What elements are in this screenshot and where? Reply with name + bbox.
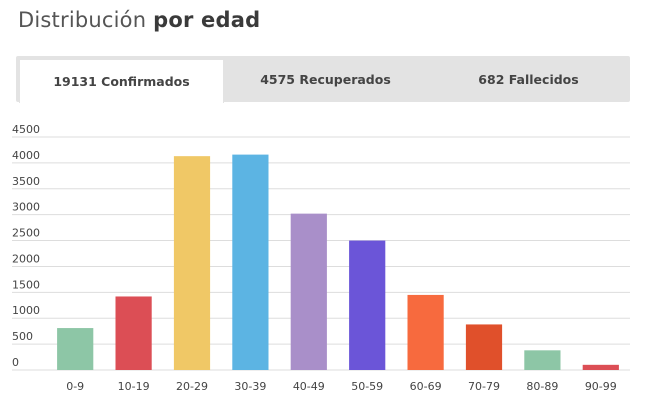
tab-bar: 19131 Confirmados 4575 Recuperados 682 F…: [16, 56, 630, 103]
y-tick-label: 4000: [12, 149, 40, 162]
bar-90-99[interactable]: [582, 364, 619, 370]
bar-10-19[interactable]: [115, 296, 152, 370]
x-tick-label: 0-9: [66, 380, 84, 393]
x-tick-label: 40-49: [293, 380, 325, 393]
bar-50-59[interactable]: [349, 240, 386, 370]
y-tick-label: 1500: [12, 278, 40, 291]
x-tick-label: 80-89: [526, 380, 558, 393]
y-tick-label: 500: [12, 330, 33, 343]
y-tick-label: 4500: [12, 125, 40, 136]
y-tick-label: 2000: [12, 252, 40, 265]
bar-80-89[interactable]: [524, 350, 561, 370]
x-tick-label: 90-99: [585, 380, 617, 393]
tab-recuperados[interactable]: 4575 Recuperados: [260, 71, 391, 87]
bar-40-49[interactable]: [290, 213, 327, 370]
tab-confirmados[interactable]: 19131 Confirmados: [19, 59, 224, 103]
x-tick-label: 70-79: [468, 380, 500, 393]
bar-0-9[interactable]: [57, 328, 94, 370]
y-tick-label: 0: [12, 356, 19, 369]
x-tick-label: 10-19: [118, 380, 150, 393]
bar-60-69[interactable]: [407, 294, 444, 370]
bar-20-29[interactable]: [173, 156, 211, 370]
y-tick-label: 3000: [12, 201, 40, 214]
title-bold: por edad: [153, 8, 261, 32]
bar-30-39[interactable]: [232, 154, 269, 370]
bar-70-79[interactable]: [465, 324, 503, 370]
title-regular: Distribución: [18, 8, 154, 32]
y-tick-label: 3500: [12, 175, 40, 188]
y-tick-label: 1000: [12, 304, 40, 317]
x-tick-label: 60-69: [410, 380, 442, 393]
x-tick-label: 50-59: [351, 380, 383, 393]
x-tick-label: 20-29: [176, 380, 208, 393]
bar-chart: 0 500 1000 1500 2000 2500 3000 3500 4000 4500 0-9 1…: [12, 125, 630, 393]
x-tick-label: 30-39: [234, 380, 266, 393]
chart-title: Distribución por edad: [18, 8, 260, 32]
tab-fallecidos[interactable]: 682 Fallecidos: [478, 71, 579, 87]
y-tick-label: 2500: [12, 227, 40, 240]
